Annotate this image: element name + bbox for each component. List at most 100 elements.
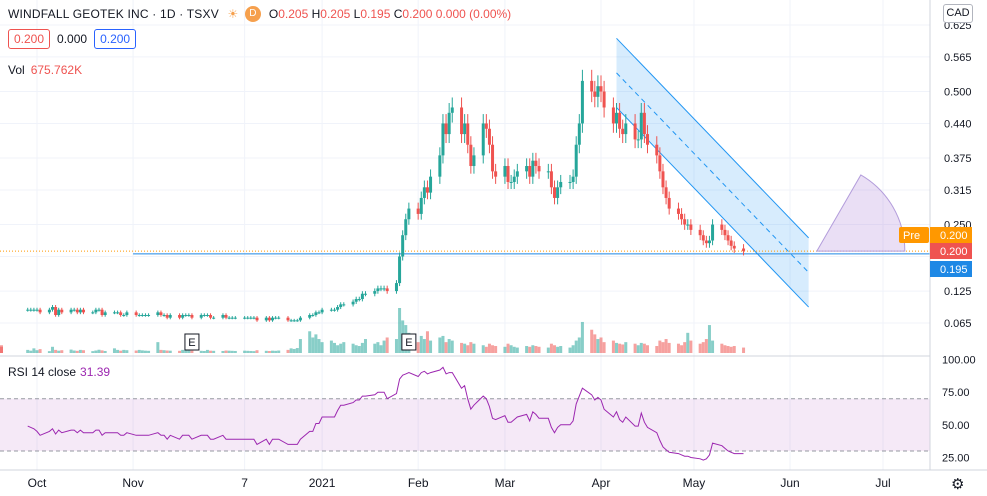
volume-bar xyxy=(676,343,680,353)
volume-bar xyxy=(481,345,485,353)
volume-bar xyxy=(252,351,256,353)
earnings-box xyxy=(401,333,417,351)
candle-body xyxy=(664,187,668,198)
candle-body xyxy=(633,123,637,140)
candle-body xyxy=(487,128,491,145)
volume-bar xyxy=(190,350,194,353)
earnings-marker[interactable]: E xyxy=(401,333,417,351)
rsi-legend[interactable]: RSI 14 close 31.39 xyxy=(8,365,110,379)
candle-body xyxy=(147,315,151,317)
rsi-value: 31.39 xyxy=(80,365,111,379)
candle-body xyxy=(463,123,467,135)
candle-body xyxy=(75,309,79,313)
candle-body xyxy=(50,307,54,310)
channel-median-line xyxy=(616,72,809,273)
volume-bar xyxy=(125,350,129,353)
candle-body xyxy=(271,317,275,321)
projection-fan xyxy=(815,174,906,252)
volume-bar xyxy=(534,346,538,353)
volume-bar xyxy=(515,347,519,353)
volume-bar xyxy=(178,350,182,353)
volume-bar xyxy=(686,332,690,353)
volume-bar xyxy=(332,342,336,353)
rsi-label: RSI 14 close xyxy=(8,365,77,379)
volume-bar xyxy=(246,350,250,353)
volume-bar xyxy=(698,343,702,353)
candle-body xyxy=(711,224,715,241)
candle-body xyxy=(506,166,510,182)
time-tick-label: Nov xyxy=(122,476,143,490)
earnings-marker[interactable]: E xyxy=(184,333,200,351)
bid-button[interactable]: 0.200 xyxy=(8,29,51,49)
volume-bar xyxy=(394,339,398,353)
volume-bar xyxy=(224,350,228,353)
volume-bar xyxy=(351,343,355,353)
candle-body xyxy=(243,317,247,319)
candle-body xyxy=(546,171,550,173)
volume-bar xyxy=(661,342,665,353)
candle-body xyxy=(621,128,625,135)
price-tick-label: 0.500 xyxy=(944,87,972,99)
candle-body xyxy=(202,315,206,317)
rsi-tick-label: 50.00 xyxy=(942,420,970,432)
candle-body xyxy=(491,144,495,172)
volume-bar xyxy=(360,342,364,353)
sun-icon[interactable]: ☀ xyxy=(227,7,239,21)
volume-bar xyxy=(723,345,727,353)
volume-bar xyxy=(227,350,231,353)
volume-bar xyxy=(729,346,733,353)
candle-body xyxy=(425,187,429,193)
candle-body xyxy=(407,208,411,220)
candle-body xyxy=(676,208,680,214)
candle-body xyxy=(531,160,535,177)
volume-bar xyxy=(667,342,671,353)
volume-bar xyxy=(38,349,42,353)
ask-button[interactable]: 0.200 xyxy=(94,29,137,49)
currency-button[interactable]: CAD xyxy=(943,4,973,23)
candle-body xyxy=(199,315,203,318)
delayed-badge[interactable]: D xyxy=(244,6,261,22)
last-price-bg xyxy=(930,243,972,259)
candle-body xyxy=(320,309,324,313)
volume-bar xyxy=(664,339,668,353)
volume-bar xyxy=(602,342,606,353)
volume-bar xyxy=(60,350,64,353)
candle-body xyxy=(264,317,268,321)
candle-body xyxy=(379,288,383,290)
gear-icon[interactable]: ⚙ xyxy=(951,476,965,493)
candle-body xyxy=(100,309,104,316)
candle-body xyxy=(351,301,355,305)
candle-body xyxy=(94,309,98,313)
volume-bar xyxy=(336,345,340,353)
volume-bar xyxy=(472,343,476,353)
candle-body xyxy=(29,309,33,311)
candle-body xyxy=(441,123,445,156)
candle-body xyxy=(472,155,476,167)
rsi-line xyxy=(27,366,744,461)
volume-bar xyxy=(373,343,377,353)
price-tick-label: 0.065 xyxy=(944,318,972,330)
volume-bar xyxy=(91,351,95,353)
pre-tag-bg xyxy=(899,227,929,243)
candle-body xyxy=(57,309,61,316)
price-tick-label: 0.125 xyxy=(944,286,972,298)
symbol-title[interactable]: WINDFALL GEOTEK INC · 1D · TSXV xyxy=(8,7,219,21)
candle-body xyxy=(729,240,733,246)
volume-bar xyxy=(419,335,423,353)
candle-body xyxy=(143,315,147,317)
candle-body xyxy=(556,187,560,198)
candle-body xyxy=(178,315,182,318)
candle-body xyxy=(81,309,85,313)
volume-bar xyxy=(212,350,216,353)
rsi-band xyxy=(0,398,930,451)
candle-body xyxy=(515,171,519,177)
volume-bar xyxy=(199,350,203,353)
candle-body xyxy=(503,166,507,177)
candle-body xyxy=(667,197,671,209)
volume-bar xyxy=(314,334,318,353)
volume-bar xyxy=(546,347,550,353)
volume-bar xyxy=(382,340,386,353)
volume-bar xyxy=(441,335,445,353)
candle-body xyxy=(680,213,684,220)
